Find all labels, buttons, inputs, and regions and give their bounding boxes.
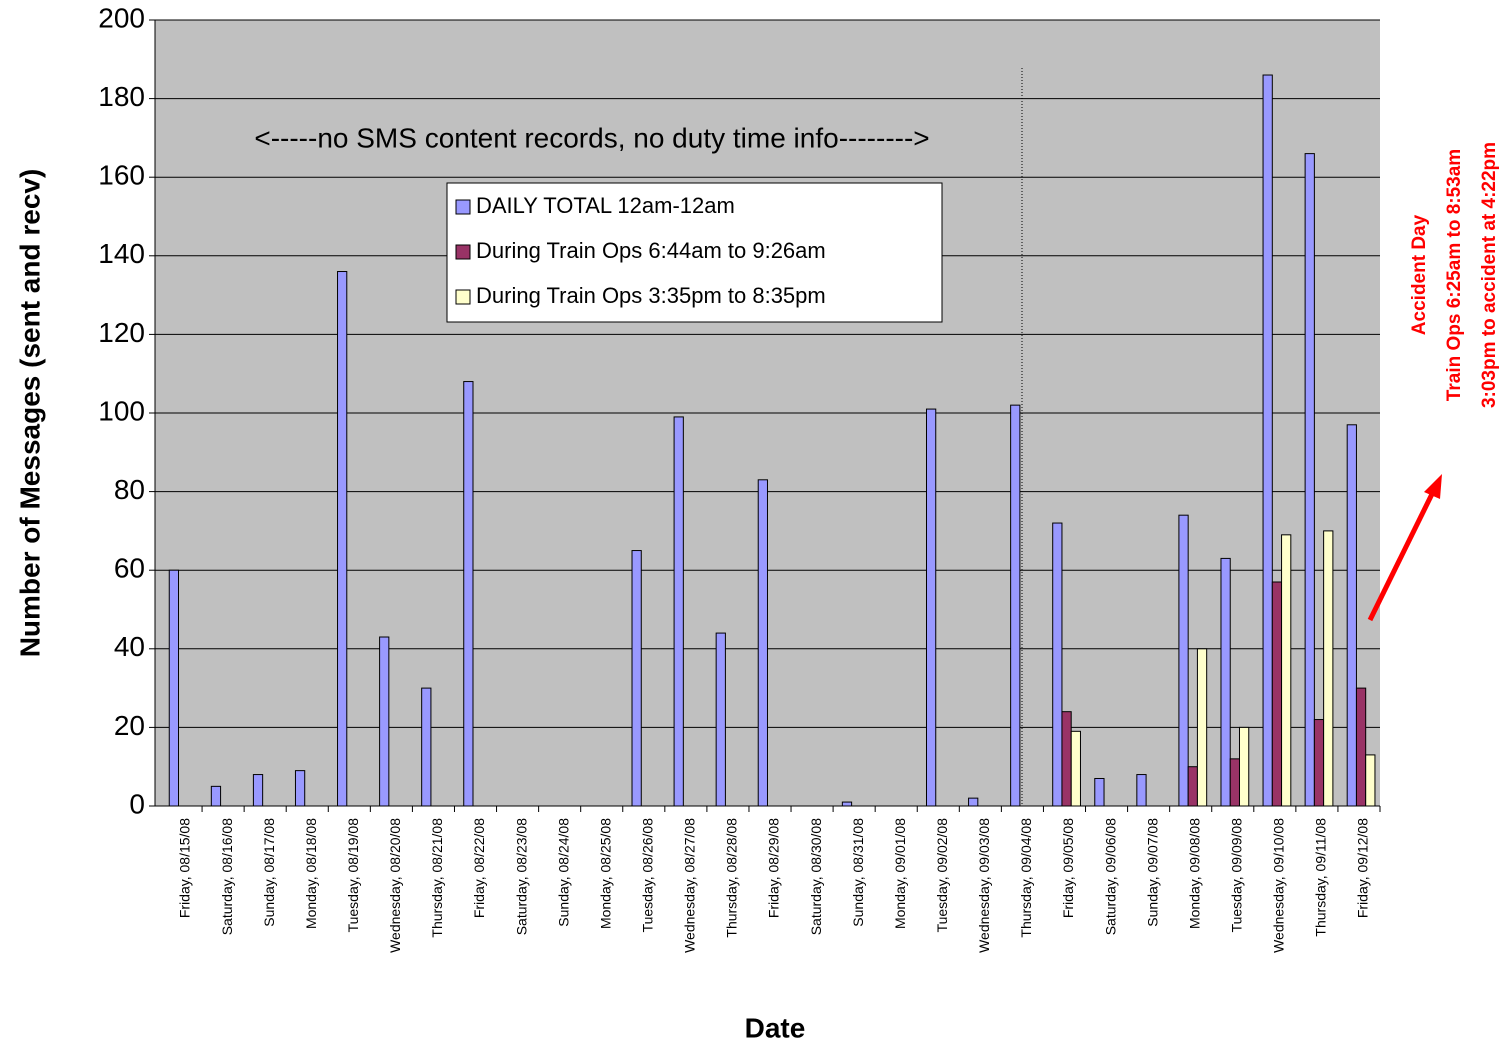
y-tick-label: 0 (129, 788, 145, 819)
legend-swatch (455, 199, 471, 215)
x-tick-label: Sunday, 08/17/08 (261, 818, 277, 927)
bar (1346, 424, 1357, 807)
bar (925, 408, 937, 807)
bar (715, 632, 726, 807)
x-tick-label: Tuesday, 08/19/08 (345, 818, 361, 933)
bar (1281, 534, 1292, 807)
bar (1323, 530, 1334, 807)
bar (1355, 687, 1367, 807)
bar (1313, 719, 1325, 807)
x-tick-label: Monday, 09/01/08 (892, 818, 908, 929)
x-tick-label: Friday, 09/05/08 (1060, 818, 1076, 918)
y-tick-label: 200 (98, 2, 145, 33)
legend-label: During Train Ops 6:44am to 9:26am (476, 238, 826, 263)
y-axis-title: Number of Messages (sent and recv) (14, 169, 45, 658)
bar (421, 687, 432, 807)
bar (757, 479, 768, 807)
bar (1220, 557, 1231, 807)
annotation: <-----no SMS content records, no duty ti… (254, 122, 929, 153)
x-tick-label: Wednesday, 09/10/08 (1271, 818, 1287, 953)
x-tick-label: Sunday, 08/24/08 (555, 818, 571, 927)
x-tick-label: Tuesday, 09/02/08 (934, 818, 950, 933)
annotation: Accident Day (1409, 214, 1430, 335)
x-tick-label: Thursday, 09/11/08 (1313, 818, 1329, 937)
bar (1365, 754, 1376, 807)
bar (1304, 153, 1315, 807)
bar (1061, 711, 1072, 807)
x-tick-label: Sunday, 09/07/08 (1144, 818, 1160, 927)
bar (631, 550, 642, 807)
bar (1010, 404, 1021, 807)
x-tick-label: Thursday, 09/04/08 (1018, 818, 1034, 938)
bar (1136, 774, 1147, 807)
legend-label: During Train Ops 3:35pm to 8:35pm (476, 283, 826, 308)
bar (1271, 581, 1283, 807)
annotation: Train Ops 6:25am to 8:53am (1444, 149, 1465, 401)
bar (1178, 514, 1189, 807)
y-tick-label: 60 (114, 553, 145, 584)
x-tick-label: Saturday, 08/30/08 (808, 818, 824, 935)
x-tick-label: Monday, 09/08/08 (1186, 818, 1202, 929)
bar (463, 381, 474, 807)
y-tick-label: 80 (114, 474, 145, 505)
y-tick-label: 120 (98, 317, 145, 348)
x-tick-label: Saturday, 08/23/08 (513, 818, 529, 935)
bar (673, 416, 684, 807)
annotation: 3:03pm to accident at 4:22pm (1479, 142, 1500, 408)
legend (446, 182, 943, 323)
bar (1187, 766, 1198, 807)
x-tick-label: Thursday, 08/28/08 (724, 818, 740, 938)
legend-swatch (455, 289, 471, 305)
arrow-head (1424, 474, 1442, 499)
x-tick-label: Saturday, 09/06/08 (1102, 818, 1118, 935)
bar (968, 797, 979, 807)
bar (252, 774, 264, 807)
y-tick-label: 100 (98, 395, 145, 426)
y-tick-label: 160 (98, 160, 145, 191)
y-tick-label: 40 (114, 631, 145, 662)
y-tick-label: 140 (98, 238, 145, 269)
bar (1070, 730, 1081, 807)
bar (379, 636, 390, 807)
bar (1052, 522, 1063, 807)
x-tick-label: Thursday, 08/21/08 (429, 818, 445, 938)
x-tick-label: Friday, 08/22/08 (471, 818, 487, 918)
legend-swatch (455, 244, 471, 260)
x-tick-label: Wednesday, 08/20/08 (387, 818, 403, 953)
x-tick-label: Monday, 08/18/08 (303, 818, 319, 929)
bar (1262, 74, 1273, 807)
x-tick-label: Saturday, 08/16/08 (219, 818, 235, 935)
bar (337, 271, 348, 807)
bar (1196, 648, 1208, 807)
bar (210, 785, 222, 807)
x-tick-label: Sunday, 08/31/08 (850, 818, 866, 927)
x-tick-label: Tuesday, 09/09/08 (1228, 818, 1244, 933)
bar (1094, 777, 1105, 807)
x-tick-label: Wednesday, 09/03/08 (976, 818, 992, 953)
x-tick-label: Friday, 09/12/08 (1355, 818, 1371, 918)
y-tick-label: 20 (114, 710, 145, 741)
legend-label: DAILY TOTAL 12am-12am (476, 193, 735, 218)
y-tick-label: 180 (98, 81, 145, 112)
bar (168, 569, 180, 807)
x-axis-title: Date (745, 1012, 806, 1043)
x-tick-label: Wednesday, 08/27/08 (682, 818, 698, 953)
bar (1238, 726, 1250, 807)
bar (294, 770, 306, 807)
x-tick-label: Friday, 08/29/08 (766, 818, 782, 918)
bar (841, 801, 853, 807)
x-tick-label: Friday, 08/15/08 (177, 818, 193, 918)
x-tick-label: Monday, 08/25/08 (597, 818, 613, 929)
x-tick-label: Tuesday, 08/26/08 (639, 818, 655, 933)
arrow (1367, 492, 1435, 622)
bar (1229, 758, 1240, 807)
